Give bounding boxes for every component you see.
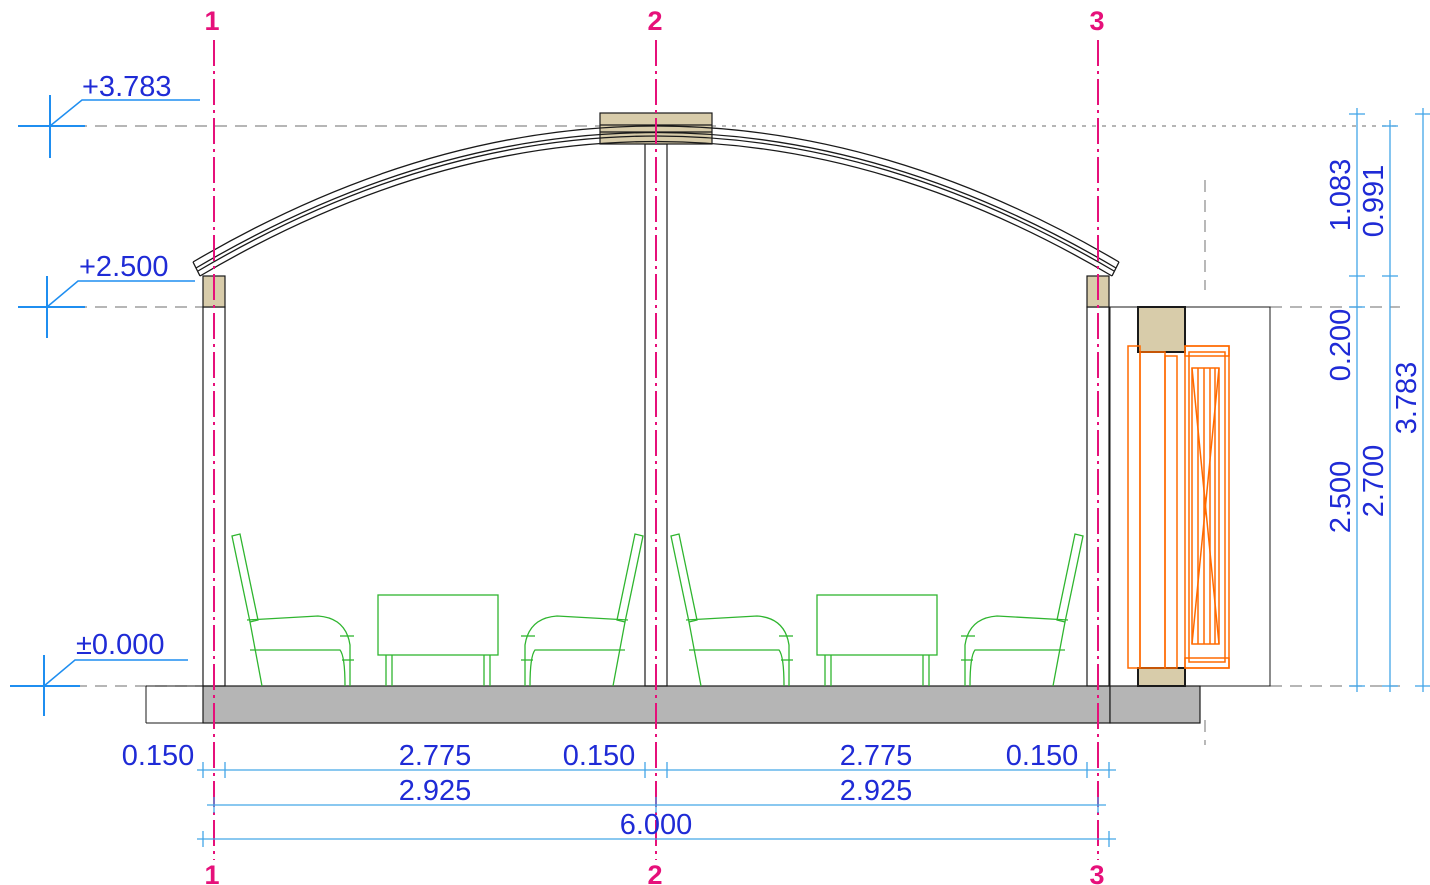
dim-row2-0: 2.925: [399, 775, 472, 807]
furniture: [231, 533, 1084, 687]
dim-row1-1: 2.775: [399, 740, 472, 772]
axis-label-2-bottom: 2: [647, 860, 662, 885]
floor-slab-ext: [1109, 685, 1201, 724]
level-marker-eave: +2.500: [18, 251, 195, 338]
level-leader: [43, 659, 188, 687]
dim-col1-0: 1.083: [1325, 159, 1357, 232]
axis-label-3-bottom: 3: [1089, 860, 1104, 885]
roof-end-right: [1111, 261, 1120, 277]
axis-label-3-top: 3: [1089, 6, 1104, 36]
door-top-rail: [1184, 345, 1230, 357]
door-icon: [1109, 306, 1271, 687]
axis-label-1-bottom: 1: [204, 860, 219, 885]
chair-leg: [688, 621, 702, 687]
chair-seat-line: [250, 649, 346, 687]
door-sill: [1137, 667, 1186, 687]
bottom-dimension-text: 0.150 2.775 0.150 2.775 0.150 2.925 2.92…: [122, 740, 1079, 841]
level-marker-floor: ±0.000: [10, 629, 188, 716]
table-icon: [816, 594, 938, 686]
chair-seat: [246, 615, 351, 686]
right-dimension-lines: [1349, 108, 1430, 692]
dim-row1-2: 0.150: [563, 740, 636, 772]
chair-leg: [612, 621, 626, 687]
grid-axes: [213, 40, 1099, 860]
chair-seat: [964, 615, 1069, 686]
dim-row1-0: 0.150: [122, 740, 195, 772]
table-icon: [377, 594, 499, 686]
dim-col2-0: 0.991: [1358, 165, 1390, 238]
level-label-top: +3.783: [82, 71, 172, 103]
door-leaves: [1127, 345, 1230, 669]
roof-end-left: [192, 261, 201, 277]
door-leaf-4: [1191, 367, 1220, 645]
dim-col3-0: 3.783: [1391, 362, 1423, 435]
dim-col1-1: 0.200: [1325, 309, 1357, 382]
chair-seat-line: [529, 649, 625, 687]
right-dimension-text: 1.083 0.200 2.500 0.991 2.700 3.783: [1325, 159, 1423, 534]
chair-back: [670, 533, 698, 623]
chair-leg: [249, 621, 263, 687]
chair-back: [1056, 533, 1084, 623]
dim-col1-2: 2.500: [1325, 461, 1357, 534]
door-frame: [1127, 345, 1141, 669]
chair-seat-line: [969, 649, 1065, 687]
armchair-icon: [231, 533, 354, 687]
door-head-beam: [1137, 306, 1186, 353]
door-outline: [1109, 306, 1271, 687]
chair-seat: [524, 615, 629, 686]
armchair-icon: [670, 533, 793, 687]
level-label-eave: +2.500: [79, 251, 169, 283]
level-label-floor: ±0.000: [76, 629, 165, 661]
dim-row3-0: 6.000: [620, 809, 693, 841]
armchair-icon: [521, 533, 644, 687]
table-top: [816, 594, 938, 656]
dim-row1-3: 2.775: [840, 740, 913, 772]
bottom-dimension-lines: [197, 762, 1116, 847]
dim-row1-4: 0.150: [1006, 740, 1079, 772]
dim-col2-1: 2.700: [1358, 445, 1390, 518]
chair-seat-line: [689, 649, 785, 687]
axis-label-1-top: 1: [204, 6, 219, 36]
door-frame-inner: [1139, 351, 1166, 669]
armchair-icon: [961, 533, 1084, 687]
door-bottom-rail: [1184, 657, 1230, 669]
table-top: [377, 594, 499, 656]
chair-back: [231, 533, 259, 623]
chair-leg: [1052, 621, 1066, 687]
dim-row2-1: 2.925: [840, 775, 913, 807]
level-leader: [46, 280, 195, 308]
axis-label-2-top: 2: [647, 6, 662, 36]
level-marker-top: +3.783: [18, 71, 200, 158]
door-leaf: [1164, 355, 1178, 669]
level-leader: [49, 99, 200, 127]
chair-seat: [685, 615, 790, 686]
chair-back: [616, 533, 644, 623]
axis-labels: 1 2 3 1 2 3: [204, 6, 1104, 885]
floor-slab: [145, 685, 1270, 724]
door-leaf-3: [1188, 351, 1226, 663]
